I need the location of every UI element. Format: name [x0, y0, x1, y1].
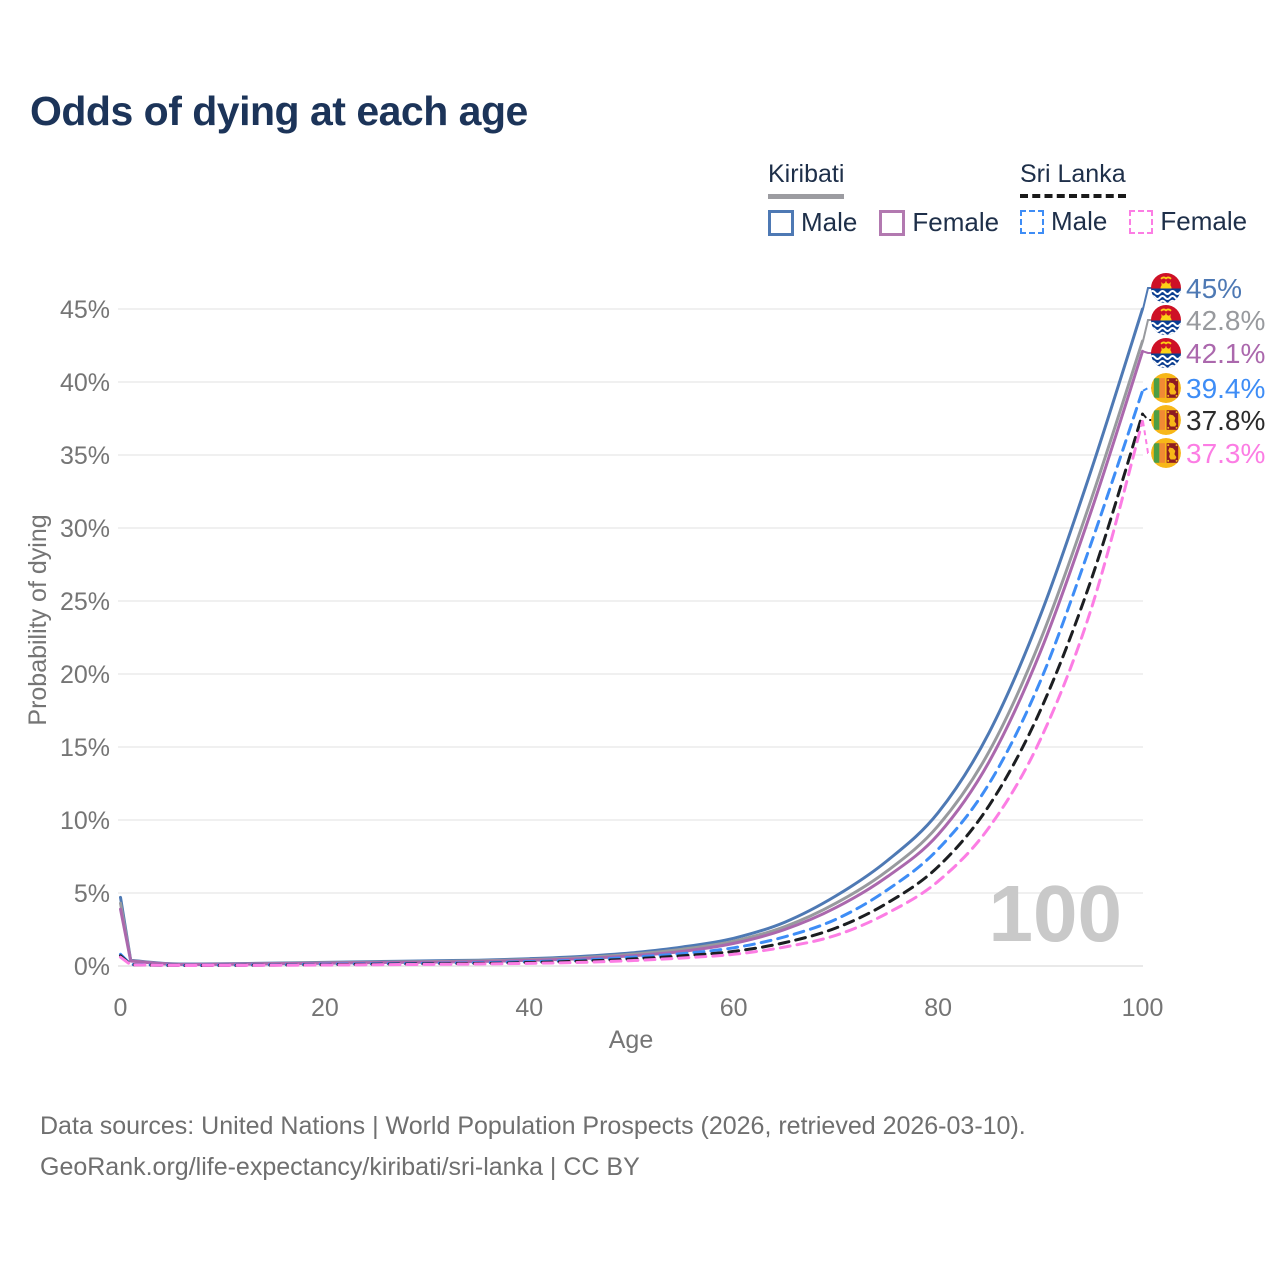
- legend-item-label: Female: [1160, 206, 1248, 236]
- y-tick-label: 30%: [60, 515, 110, 543]
- end-value-label: 45%: [1186, 273, 1242, 304]
- legend-group-kiribati: Kiribati Male Female: [768, 160, 1021, 238]
- x-axis-title: Age: [609, 1026, 653, 1054]
- legend-item-sri-lanka-male[interactable]: Male: [1020, 206, 1107, 237]
- x-tick-label: 80: [924, 994, 952, 1022]
- kiribati-male-swatch-icon: [768, 209, 794, 236]
- y-tick-label: 0%: [74, 953, 110, 981]
- legend-item-kiribati-male[interactable]: Male: [768, 207, 857, 238]
- sri-lanka-flag-icon: [1151, 438, 1181, 468]
- footer-attribution-line: GeoRank.org/life-expectancy/kiribati/sri…: [40, 1153, 640, 1181]
- sri-lanka-male-swatch-icon: [1020, 209, 1044, 234]
- footer-sources-line: Data sources: United Nations | World Pop…: [40, 1112, 1026, 1140]
- x-tick-label: 60: [720, 994, 748, 1022]
- legend-item-label: Male: [1051, 206, 1108, 236]
- watermark: 100: [989, 869, 1122, 958]
- y-tick-label: 15%: [60, 734, 110, 762]
- y-tick-label: 25%: [60, 588, 110, 616]
- legend-country-kiribati: Kiribati: [768, 160, 845, 199]
- legend-item-label: Male: [801, 207, 858, 237]
- series-line-kiribati-male: [119, 307, 1144, 966]
- y-tick-label: 40%: [60, 369, 110, 397]
- legend-item-kiribati-female[interactable]: Female: [879, 207, 999, 238]
- data-source-footer: Data sources: United Nations | World Pop…: [40, 1106, 1026, 1188]
- kiribati-flag-icon: [1150, 305, 1185, 336]
- end-value-label: 39.4%: [1186, 373, 1265, 404]
- leader-line: [1142, 319, 1152, 342]
- sri-lanka-flag-icon: [1151, 405, 1181, 435]
- end-value-label: 37.3%: [1186, 438, 1265, 469]
- legend-item-sri-lanka-female[interactable]: Female: [1129, 206, 1247, 237]
- kiribati-flag-icon: [1150, 273, 1185, 304]
- end-value-label: 42.1%: [1186, 338, 1265, 369]
- page-title: Odds of dying at each age: [30, 88, 528, 134]
- y-tick-label: 45%: [60, 296, 110, 324]
- end-labels: 45%42.8%42.1% 39.4%37.8%37.3%: [1142, 273, 1265, 469]
- y-tick-label: 5%: [74, 880, 110, 908]
- leader-line: [1142, 421, 1152, 454]
- series-line-sri-lanka-female: [119, 419, 1144, 967]
- y-tick-label: 35%: [60, 442, 110, 470]
- legend-item-label: Female: [912, 207, 1000, 237]
- series-lines: [119, 307, 1144, 967]
- axis-labels: 0% 5% 10% 15% 20% 25% 30% 35% 40% 45% 0 20 40 60 80 100…: [24, 296, 1163, 1054]
- series-line-sri-lanka-male: [119, 389, 1144, 967]
- gridlines: [118, 308, 1143, 967]
- leader-line: [1142, 287, 1152, 310]
- sri-lanka-flag-icon: [1151, 373, 1181, 403]
- x-tick-label: 0: [114, 994, 128, 1022]
- legend-country-sri-lanka: Sri Lanka: [1020, 160, 1126, 198]
- end-value-label: 42.8%: [1186, 305, 1265, 336]
- kiribati-flag-icon: [1150, 338, 1185, 369]
- leader-line: [1142, 350, 1152, 354]
- y-axis-title: Probability of dying: [24, 514, 52, 725]
- series-line-kiribati-female: [119, 349, 1144, 966]
- y-tick-label: 20%: [60, 661, 110, 689]
- y-tick-label: 10%: [60, 807, 110, 835]
- x-tick-label: 100: [1122, 994, 1164, 1022]
- leader-line: [1142, 387, 1152, 392]
- x-tick-label: 20: [311, 994, 339, 1022]
- legend-group-sri-lanka: Sri Lanka Male Female: [1020, 160, 1269, 237]
- sri-lanka-female-swatch-icon: [1129, 209, 1154, 234]
- x-tick-label: 40: [515, 994, 543, 1022]
- kiribati-female-swatch-icon: [879, 209, 906, 236]
- end-value-label: 37.8%: [1186, 405, 1265, 436]
- leader-line: [1142, 413, 1152, 421]
- watermark-text: 100: [989, 869, 1122, 958]
